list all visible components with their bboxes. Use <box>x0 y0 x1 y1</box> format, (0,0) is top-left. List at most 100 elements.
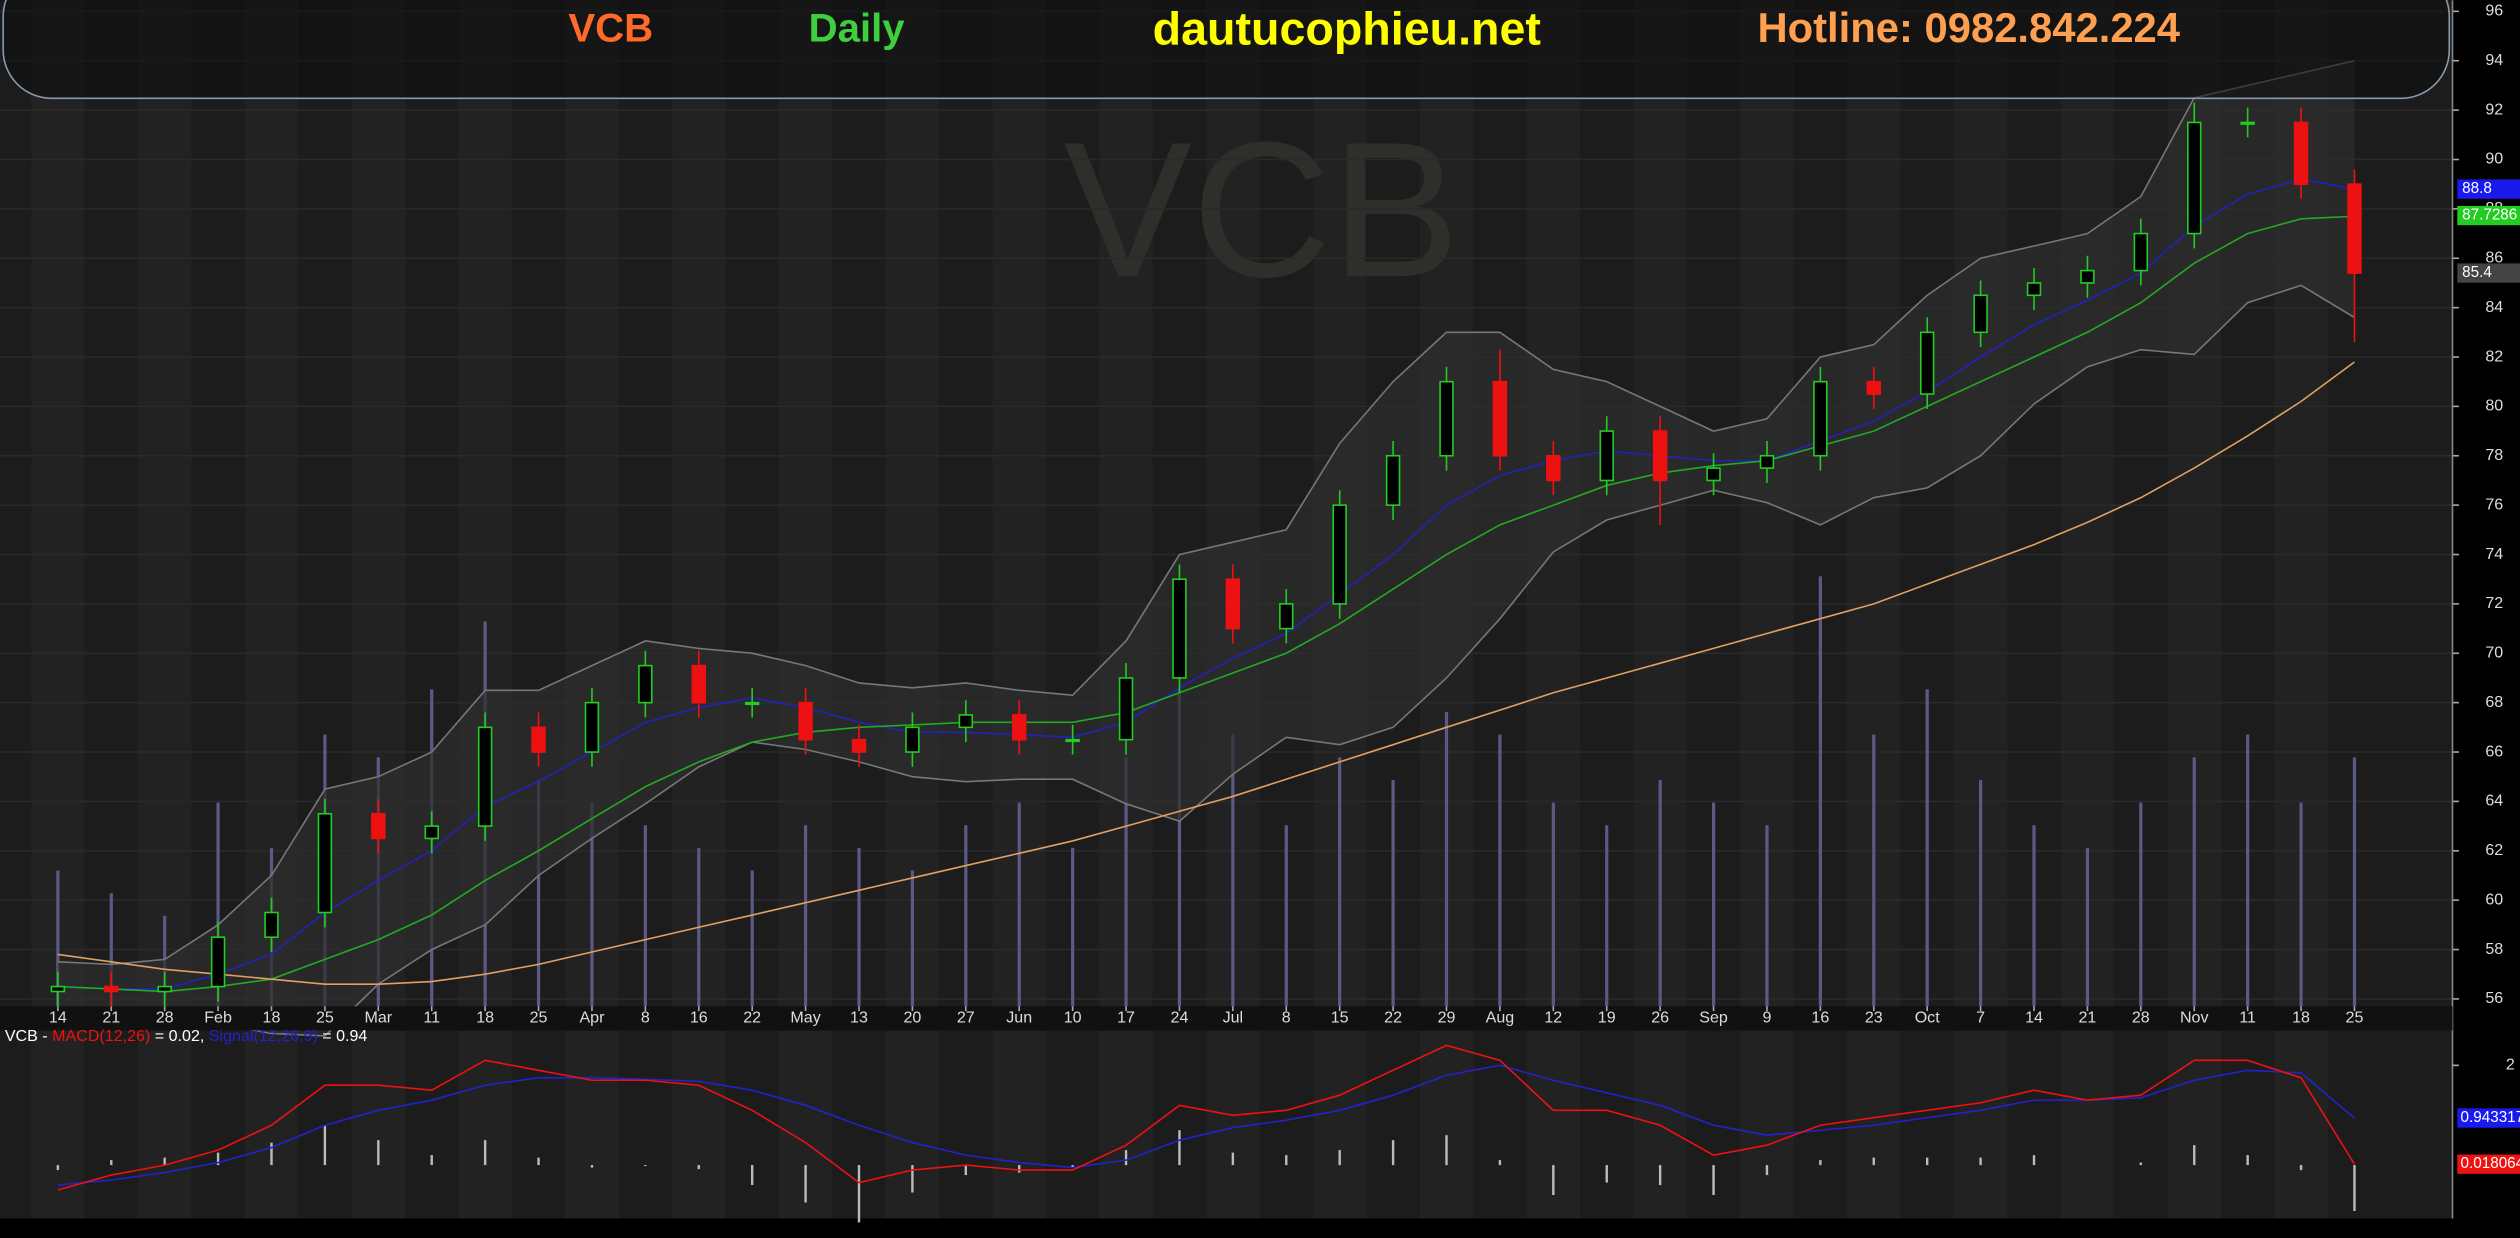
candle-body <box>104 985 119 993</box>
candle-body <box>2293 121 2309 185</box>
candle-body <box>851 738 867 753</box>
x-tick-label: 19 <box>1598 1009 1616 1027</box>
header-box <box>2 0 2451 100</box>
stripe <box>565 1030 619 1219</box>
macd-marker-label: 0.018064 <box>2461 1155 2520 1172</box>
y-tick-label: 72 <box>2485 594 2503 612</box>
stripe <box>1740 1030 1794 1219</box>
stripe <box>1953 1030 2008 1219</box>
moving-average <box>57 215 2355 993</box>
stripe <box>31 0 85 1007</box>
x-tick-label: 9 <box>1762 1009 1771 1027</box>
candle-body <box>1225 578 1241 630</box>
stripe <box>1312 1030 1367 1219</box>
stripe <box>672 1030 726 1219</box>
stripe <box>1419 1030 1474 1219</box>
signal-line <box>57 1064 2355 1186</box>
candle-body <box>2026 282 2042 297</box>
x-tick-label: 27 <box>957 1009 975 1027</box>
macd-marker <box>2457 1154 2520 1174</box>
x-tick-label: 20 <box>903 1009 921 1027</box>
candle-body <box>264 911 279 938</box>
x-tick-label: 21 <box>102 1009 120 1027</box>
macd-marker <box>2457 1108 2520 1128</box>
candle-body <box>1866 380 1882 395</box>
macd-line <box>57 1044 2356 1191</box>
candle-body <box>2187 121 2202 235</box>
y-tick-label: 84 <box>2485 298 2503 316</box>
x-tick-label: 25 <box>530 1009 548 1027</box>
x-tick-label: 10 <box>1064 1009 1082 1027</box>
x-tick-label: 11 <box>423 1009 440 1027</box>
y-tick-label: 82 <box>2485 347 2503 365</box>
x-tick-label: 18 <box>263 1009 281 1027</box>
candle-body <box>1279 603 1294 630</box>
x-tick-label: Nov <box>2180 1009 2209 1027</box>
y-tick-label: 92 <box>2485 100 2503 118</box>
price-marker-label: 88.8 <box>2462 180 2492 197</box>
price-marker-label: 85.4 <box>2462 264 2492 281</box>
y-tick-label: 86 <box>2485 248 2503 266</box>
x-tick-label: 28 <box>156 1009 174 1027</box>
candle-body <box>691 664 707 704</box>
stripe <box>244 0 299 1007</box>
x-tick-label: 22 <box>743 1009 761 1027</box>
candle-body <box>1599 430 1614 482</box>
stripe <box>672 0 726 1007</box>
y-tick-label: 96 <box>2485 2 2503 20</box>
bollinger-upper <box>57 59 2355 966</box>
x-tick-label: 24 <box>1171 1009 1189 1027</box>
macd-legend: VCB - MACD(12,26) = 0.02, Signal(12,26,9… <box>5 1027 368 1045</box>
hotline: Hotline: 0982.842.224 <box>1757 4 2180 51</box>
y-tick-label: 90 <box>2485 150 2503 168</box>
stripe <box>137 0 192 1007</box>
x-tick-label: May <box>790 1009 820 1027</box>
x-tick-label: 14 <box>49 1009 67 1027</box>
candle-body <box>2133 232 2149 272</box>
candle-body <box>958 714 974 729</box>
candle-body <box>1759 454 1775 469</box>
x-tick-label: 11 <box>2239 1009 2256 1027</box>
candle-body <box>1332 504 1347 605</box>
stripe <box>1099 1030 1153 1219</box>
x-tick-label: 23 <box>1865 1009 1883 1027</box>
x-tick-label: 16 <box>1811 1009 1829 1027</box>
stripe <box>885 0 940 1007</box>
x-tick-label: 8 <box>641 1009 650 1027</box>
price-marker-label: 87.7286 <box>2462 207 2517 224</box>
x-tick-label: Jun <box>1006 1009 1032 1027</box>
candle-body <box>1973 294 1988 334</box>
x-tick-label: Feb <box>204 1009 232 1027</box>
y-tick-label: 80 <box>2485 397 2503 415</box>
x-tick-label: 18 <box>2292 1009 2310 1027</box>
candle-body <box>905 726 920 753</box>
moving-average <box>57 361 2355 985</box>
candle-body <box>2080 269 2095 284</box>
y-tick-label: 66 <box>2485 742 2503 760</box>
x-tick-label: Sep <box>1699 1009 1728 1027</box>
candle-body <box>2240 121 2255 125</box>
y-tick-label: 2 <box>2506 1056 2515 1074</box>
macd-marker-label: 0.943317 <box>2461 1109 2520 1126</box>
y-tick-label: 74 <box>2485 545 2503 563</box>
candle-body <box>157 985 172 993</box>
x-tick-label: 22 <box>1384 1009 1402 1027</box>
candle-body <box>2347 183 2362 274</box>
candle-body <box>477 726 493 827</box>
candle-body <box>1065 738 1080 743</box>
candle-body <box>1439 380 1454 457</box>
x-axis-band <box>0 1006 2453 1031</box>
price-marker <box>2457 263 2520 283</box>
candle-body <box>424 825 439 840</box>
x-tick-label: 29 <box>1438 1009 1456 1027</box>
symbol: VCB <box>568 5 653 50</box>
price-marker <box>2457 205 2520 226</box>
stripe <box>992 1030 1046 1219</box>
x-tick-label: 25 <box>316 1009 334 1027</box>
y-tick-label: 68 <box>2485 693 2503 711</box>
stripe <box>31 1030 85 1219</box>
candle-body <box>1546 454 1561 482</box>
x-tick-label: 26 <box>1651 1009 1669 1027</box>
